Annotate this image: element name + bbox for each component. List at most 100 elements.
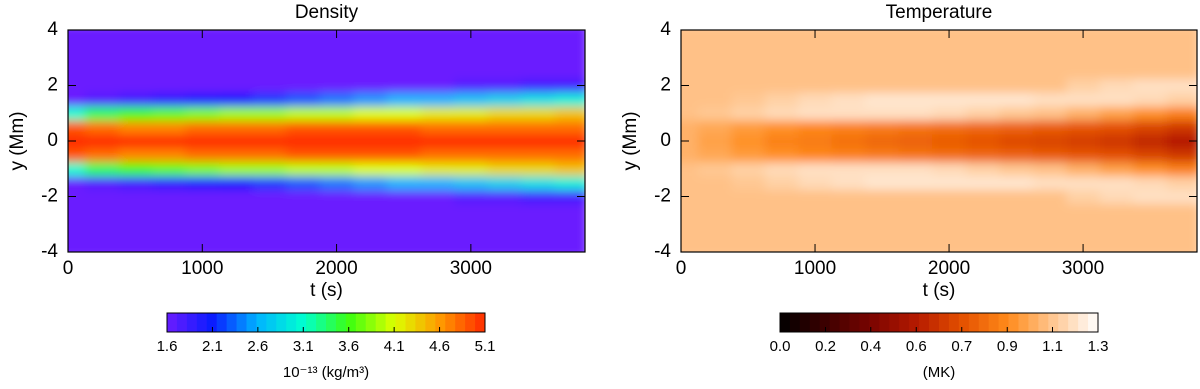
heatmap-cell xyxy=(1066,147,1101,163)
colorbar-step xyxy=(355,313,367,332)
x-tick-label: 0 xyxy=(676,258,687,279)
heatmap-cell xyxy=(798,36,833,52)
y-tick-label: 0 xyxy=(660,130,671,151)
heatmap-cell xyxy=(1166,36,1197,52)
heatmap-cell xyxy=(118,134,153,149)
heatmap-cell xyxy=(932,147,967,163)
heatmap-cell xyxy=(865,231,900,246)
heatmap-cell xyxy=(386,78,421,93)
heatmap-cell xyxy=(764,175,799,191)
heatmap-cell xyxy=(1066,189,1101,204)
heatmap-cell xyxy=(999,30,1034,38)
heatmap-cell xyxy=(84,203,119,218)
heatmap-cell xyxy=(487,36,522,52)
heatmap-cell xyxy=(219,147,254,163)
heatmap-cell xyxy=(999,78,1034,93)
x-tick-label: 3000 xyxy=(1062,258,1104,279)
heatmap-cell xyxy=(831,92,866,107)
heatmap-cell xyxy=(68,175,86,191)
colorbar-step xyxy=(445,313,456,332)
y-tick-label: -2 xyxy=(41,186,58,207)
heatmap-cell xyxy=(1133,189,1168,204)
heatmap-cell xyxy=(731,189,766,204)
heatmap-cell xyxy=(554,231,585,246)
x-tick-label: 2000 xyxy=(315,258,357,279)
heatmap-cell xyxy=(1066,175,1101,191)
heatmap-cell xyxy=(252,92,287,107)
heatmap-cell xyxy=(1099,92,1134,107)
heatmap-cell xyxy=(353,50,388,66)
heatmap-cell xyxy=(118,36,153,52)
heatmap-cell xyxy=(932,36,967,52)
heatmap-cell xyxy=(932,134,967,149)
colorbar-step xyxy=(829,313,841,332)
heatmap-cell xyxy=(185,175,220,191)
heatmap-cell xyxy=(68,147,86,163)
heatmap-cell xyxy=(1099,147,1134,163)
heatmap-cell xyxy=(319,78,354,93)
heatmap-cell xyxy=(1166,189,1197,204)
heatmap-cell xyxy=(932,50,967,66)
heatmap-cell xyxy=(764,203,799,218)
heatmap-cell xyxy=(185,36,220,52)
heatmap-cell xyxy=(764,50,799,66)
heatmap-cell xyxy=(487,92,522,107)
heatmap-cell xyxy=(84,189,119,204)
heatmap-cell xyxy=(286,92,321,107)
colorbar-step xyxy=(276,313,287,332)
heatmap-cell xyxy=(319,36,354,52)
colorbar-tick-label: 0.7 xyxy=(951,338,972,355)
heatmap-cell xyxy=(898,161,933,177)
heatmap-cell xyxy=(420,64,455,80)
heatmap-cell xyxy=(118,175,153,191)
colorbar-step xyxy=(799,313,811,332)
heatmap-cell xyxy=(353,231,388,246)
heatmap-cell xyxy=(764,189,799,204)
heatmap-cell xyxy=(681,175,699,191)
heatmap-cell xyxy=(965,134,1000,149)
heatmap-cell xyxy=(798,175,833,191)
heatmap-cell xyxy=(185,161,220,177)
heatmap-cell xyxy=(865,92,900,107)
heatmap-cell xyxy=(286,161,321,177)
colorbar-label: 10⁻¹³ (kg/m³) xyxy=(283,364,369,381)
colorbar-step xyxy=(1028,313,1039,332)
heatmap-cell xyxy=(965,106,1000,121)
colorbar-step xyxy=(978,313,990,332)
heatmap-cell xyxy=(1032,189,1067,204)
heatmap-cell xyxy=(286,30,321,38)
heatmap-cell xyxy=(1166,30,1197,38)
heatmap-cell xyxy=(252,78,287,93)
colorbar-step xyxy=(789,313,801,332)
heatmap-cell xyxy=(319,161,354,177)
heatmap-cell xyxy=(697,64,732,80)
heatmap-cell xyxy=(1032,92,1067,107)
heatmap-cell xyxy=(731,134,766,149)
heatmap-cell xyxy=(554,245,585,252)
heatmap-cell xyxy=(1099,161,1134,177)
heatmap-cell xyxy=(932,78,967,93)
heatmap-cell xyxy=(1133,203,1168,218)
heatmap-cell xyxy=(319,134,354,149)
heatmap-cell xyxy=(252,30,287,38)
heatmap-cell xyxy=(185,217,220,232)
heatmap-cell xyxy=(118,147,153,163)
heatmap-cell xyxy=(219,217,254,232)
x-tick-label: 2000 xyxy=(928,258,970,279)
colorbar-step xyxy=(465,313,476,332)
heatmap-cell xyxy=(68,50,86,66)
heatmap-cell xyxy=(697,161,732,177)
heatmap-cell xyxy=(1099,203,1134,218)
heatmap-cell xyxy=(798,147,833,163)
heatmap-cell xyxy=(831,30,866,38)
heatmap-cell xyxy=(554,30,585,38)
x-tick-label: 1000 xyxy=(181,258,223,279)
heatmap-cell xyxy=(420,203,455,218)
heatmap-cell xyxy=(898,231,933,246)
heatmap-cell xyxy=(151,245,186,252)
colorbar-label: (MK) xyxy=(923,364,956,381)
y-tick-label: -4 xyxy=(41,241,58,262)
heatmap-cell xyxy=(764,147,799,163)
heatmap-cell xyxy=(681,106,699,121)
heatmap-cell xyxy=(84,92,119,107)
